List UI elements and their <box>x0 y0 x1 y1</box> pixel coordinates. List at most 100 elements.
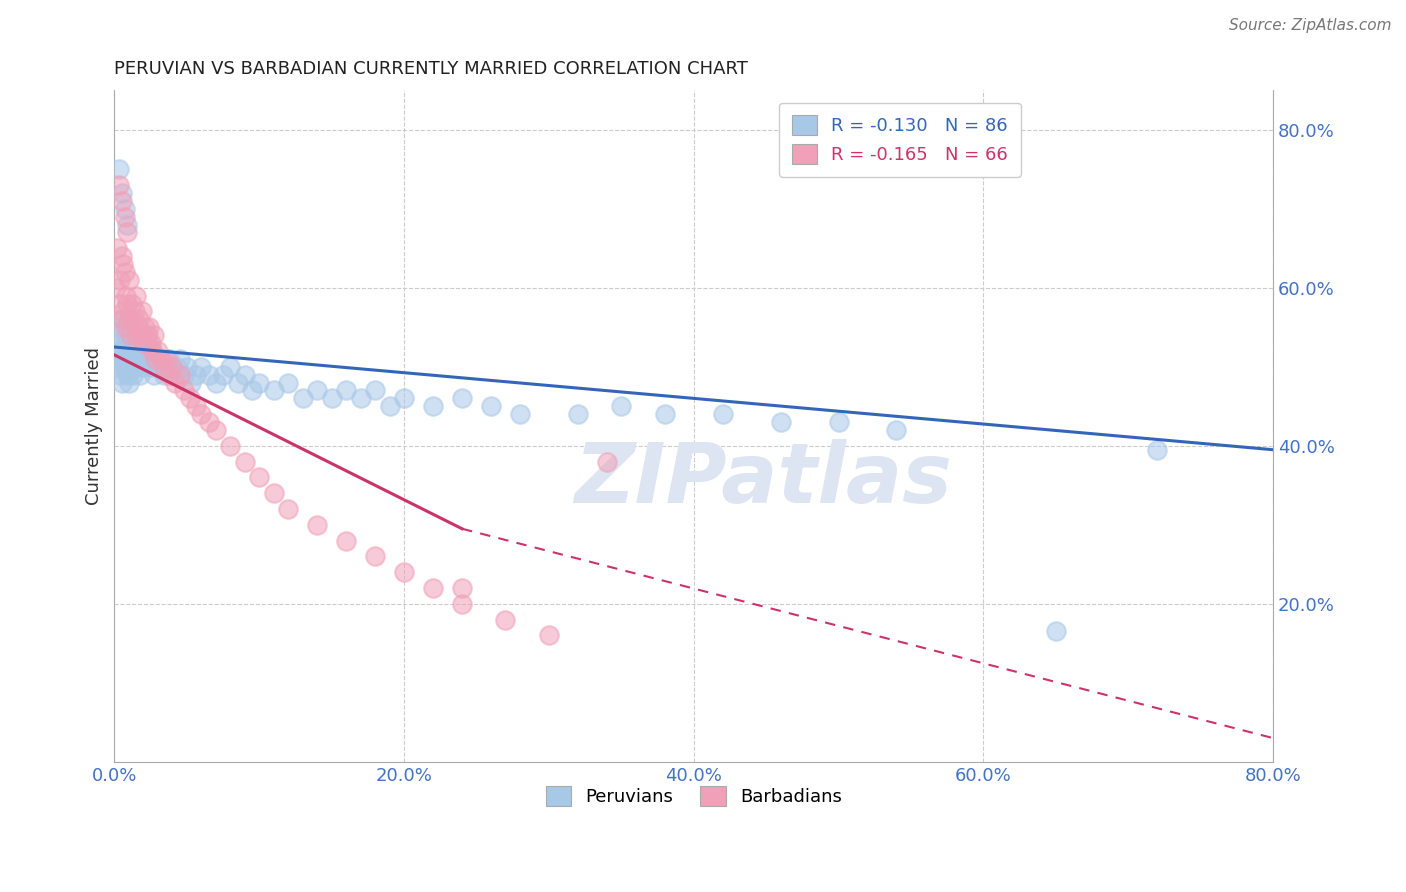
Point <box>886 423 908 437</box>
Point <box>132 336 155 351</box>
Point <box>107 162 129 177</box>
Point <box>197 415 219 429</box>
Point <box>155 359 177 374</box>
Point <box>125 288 148 302</box>
Point <box>121 351 143 366</box>
Point <box>142 368 165 382</box>
Point <box>180 376 202 390</box>
Point <box>204 423 226 437</box>
Point <box>134 343 156 358</box>
Point <box>165 376 187 390</box>
Point <box>107 296 129 310</box>
Point <box>139 359 162 374</box>
Point <box>509 407 531 421</box>
Point <box>132 359 155 374</box>
Point <box>173 384 195 398</box>
Point <box>146 343 169 358</box>
Point <box>114 202 136 216</box>
Point <box>107 336 129 351</box>
Point <box>152 368 174 382</box>
Point <box>104 281 127 295</box>
Point <box>108 368 131 382</box>
Point <box>146 359 169 374</box>
Point <box>226 376 249 390</box>
Point <box>212 368 235 382</box>
Point <box>117 296 139 310</box>
Point <box>173 368 195 382</box>
Point <box>129 368 152 382</box>
Point <box>111 249 134 263</box>
Point <box>104 343 127 358</box>
Point <box>129 328 152 343</box>
Point <box>120 359 142 374</box>
Point <box>378 399 401 413</box>
Point <box>127 343 149 358</box>
Point <box>139 336 162 351</box>
Point <box>134 320 156 334</box>
Point <box>120 328 142 343</box>
Point <box>277 502 299 516</box>
Point <box>159 351 181 366</box>
Point <box>190 407 212 421</box>
Point <box>159 368 181 382</box>
Point <box>247 376 270 390</box>
Point <box>114 351 136 366</box>
Point <box>184 368 207 382</box>
Point <box>190 359 212 374</box>
Point <box>108 273 131 287</box>
Point <box>114 210 136 224</box>
Point <box>107 178 129 192</box>
Point <box>115 336 138 351</box>
Text: PERUVIAN VS BARBADIAN CURRENTLY MARRIED CORRELATION CHART: PERUVIAN VS BARBADIAN CURRENTLY MARRIED … <box>114 60 748 78</box>
Point <box>131 304 153 318</box>
Point <box>827 415 849 429</box>
Point <box>422 399 444 413</box>
Point <box>537 628 560 642</box>
Point <box>149 351 172 366</box>
Point <box>122 312 145 326</box>
Point <box>169 368 191 382</box>
Point <box>392 565 415 579</box>
Point <box>451 597 474 611</box>
Point <box>233 454 256 468</box>
Point <box>117 368 139 382</box>
Point <box>1146 442 1168 457</box>
Point <box>277 376 299 390</box>
Point <box>596 454 619 468</box>
Point <box>247 470 270 484</box>
Point <box>125 328 148 343</box>
Point <box>117 226 139 240</box>
Point <box>143 351 166 366</box>
Point <box>711 407 734 421</box>
Text: Source: ZipAtlas.com: Source: ZipAtlas.com <box>1229 18 1392 33</box>
Point <box>120 343 142 358</box>
Point <box>349 392 371 406</box>
Point <box>105 351 128 366</box>
Point <box>479 399 502 413</box>
Point <box>184 399 207 413</box>
Point <box>240 384 263 398</box>
Point <box>321 392 343 406</box>
Point <box>135 328 157 343</box>
Point <box>111 186 134 200</box>
Point <box>118 273 141 287</box>
Text: ZIPatlas: ZIPatlas <box>574 439 952 520</box>
Point <box>162 368 184 382</box>
Point <box>128 312 150 326</box>
Point <box>105 328 128 343</box>
Point <box>1045 624 1067 639</box>
Point <box>219 359 242 374</box>
Point <box>118 376 141 390</box>
Point <box>307 517 329 532</box>
Point <box>142 328 165 343</box>
Point <box>769 415 792 429</box>
Point <box>122 368 145 382</box>
Point <box>117 218 139 232</box>
Point <box>138 320 160 334</box>
Point <box>107 359 129 374</box>
Point <box>307 384 329 398</box>
Point <box>127 320 149 334</box>
Point <box>111 312 134 326</box>
Point <box>263 384 285 398</box>
Point <box>118 312 141 326</box>
